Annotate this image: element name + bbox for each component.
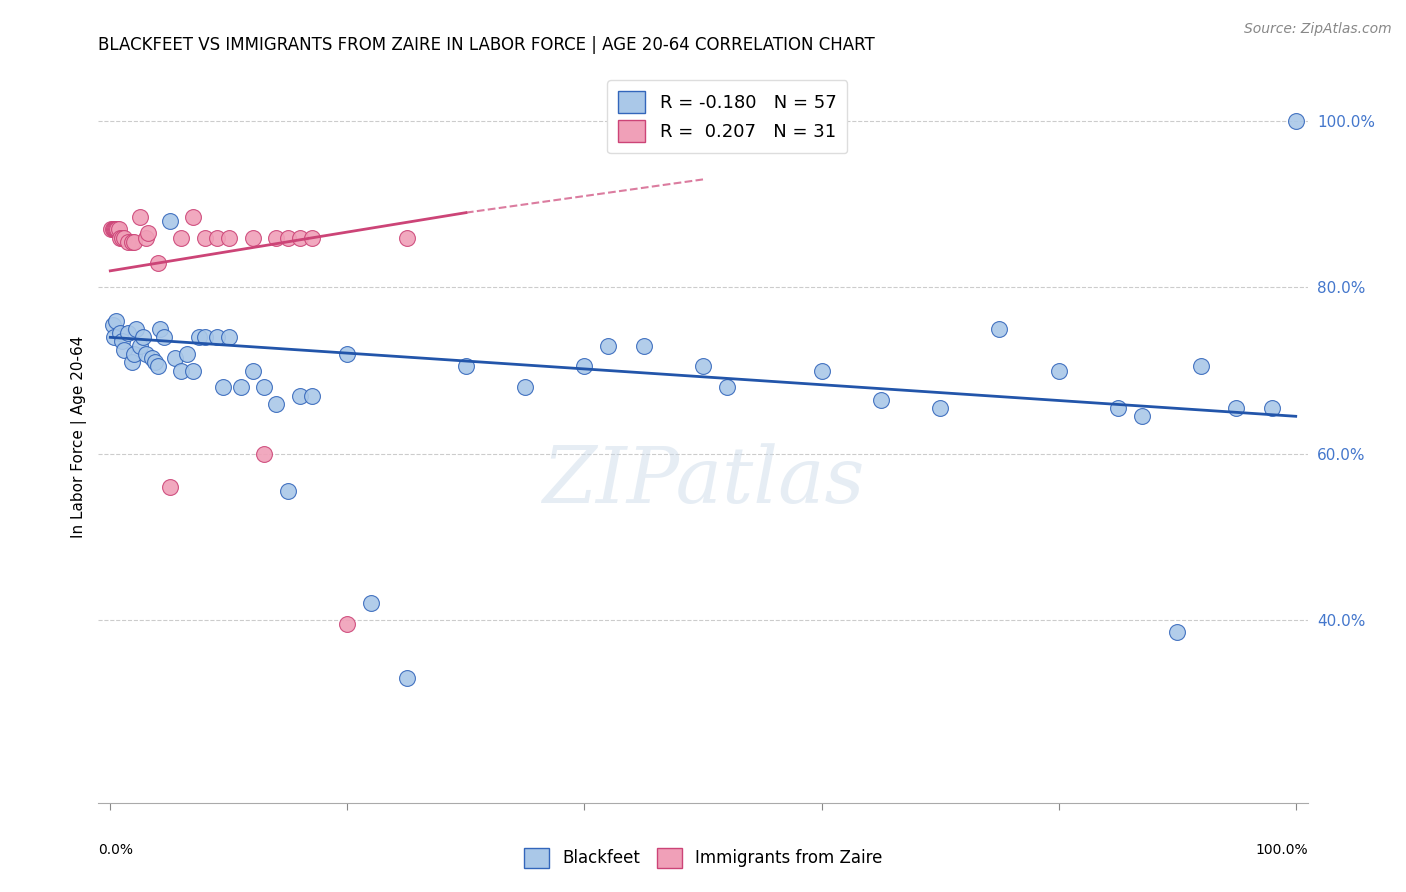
Point — [176, 347, 198, 361]
Point — [242, 230, 264, 244]
Point — [129, 210, 152, 224]
Point — [135, 347, 157, 361]
Point — [170, 230, 193, 244]
Y-axis label: In Labor Force | Age 20-64: In Labor Force | Age 20-64 — [72, 336, 87, 538]
Point — [181, 363, 204, 377]
Point — [149, 322, 172, 336]
Text: BLACKFEET VS IMMIGRANTS FROM ZAIRE IN LABOR FORCE | AGE 20-64 CORRELATION CHART: BLACKFEET VS IMMIGRANTS FROM ZAIRE IN LA… — [98, 36, 875, 54]
Point — [105, 222, 128, 236]
Point — [125, 322, 148, 336]
Point — [101, 318, 124, 332]
Point — [122, 235, 145, 249]
Point — [1189, 359, 1212, 374]
Point — [159, 214, 181, 228]
Point — [114, 230, 136, 244]
Text: Source: ZipAtlas.com: Source: ZipAtlas.com — [1244, 22, 1392, 37]
Point — [146, 359, 169, 374]
Point — [105, 314, 128, 328]
Point — [692, 359, 714, 374]
Point — [633, 339, 655, 353]
Point — [146, 255, 169, 269]
Point — [117, 326, 139, 341]
Point — [277, 230, 299, 244]
Legend: Blackfeet, Immigrants from Zaire: Blackfeet, Immigrants from Zaire — [517, 841, 889, 875]
Point — [108, 326, 131, 341]
Legend: R = -0.180   N = 57, R =  0.207   N = 31: R = -0.180 N = 57, R = 0.207 N = 31 — [607, 80, 848, 153]
Text: ZIPatlas: ZIPatlas — [541, 442, 865, 519]
Point — [103, 330, 125, 344]
Point — [136, 227, 159, 241]
Point — [141, 351, 163, 365]
Point — [205, 230, 228, 244]
Point — [111, 334, 134, 349]
Point — [188, 330, 211, 344]
Point — [101, 222, 124, 236]
Point — [212, 380, 235, 394]
Point — [515, 380, 537, 394]
Point — [264, 230, 287, 244]
Point — [165, 351, 187, 365]
Point — [108, 230, 131, 244]
Point — [360, 596, 382, 610]
Point — [988, 322, 1011, 336]
Point — [301, 388, 323, 402]
Point — [129, 339, 152, 353]
Point — [170, 363, 193, 377]
Point — [218, 330, 240, 344]
Point — [1261, 401, 1284, 415]
Point — [929, 401, 952, 415]
Point — [121, 355, 143, 369]
Point — [105, 222, 128, 236]
Point — [104, 222, 127, 236]
Point — [218, 230, 240, 244]
Point — [122, 347, 145, 361]
Point — [288, 388, 311, 402]
Point — [194, 230, 217, 244]
Text: 100.0%: 100.0% — [1256, 843, 1308, 857]
Point — [100, 222, 122, 236]
Point — [336, 347, 359, 361]
Point — [194, 330, 217, 344]
Text: 0.0%: 0.0% — [98, 843, 134, 857]
Point — [810, 363, 832, 377]
Point — [229, 380, 252, 394]
Point — [205, 330, 228, 344]
Point — [395, 671, 418, 685]
Point — [242, 363, 264, 377]
Point — [1166, 625, 1188, 640]
Point — [135, 230, 157, 244]
Point — [121, 235, 143, 249]
Point — [181, 210, 204, 224]
Point — [107, 222, 129, 236]
Point — [1047, 363, 1070, 377]
Point — [336, 617, 359, 632]
Point — [1285, 114, 1308, 128]
Point — [1225, 401, 1247, 415]
Point — [301, 230, 323, 244]
Point — [114, 343, 136, 357]
Point — [288, 230, 311, 244]
Point — [111, 230, 134, 244]
Point — [869, 392, 891, 407]
Point — [159, 480, 181, 494]
Point — [598, 339, 620, 353]
Point — [454, 359, 477, 374]
Point — [264, 397, 287, 411]
Point — [1130, 409, 1153, 424]
Point — [132, 330, 155, 344]
Point — [277, 484, 299, 499]
Point — [152, 330, 174, 344]
Point — [1107, 401, 1129, 415]
Point — [103, 222, 125, 236]
Point — [117, 235, 139, 249]
Point — [395, 230, 418, 244]
Point — [716, 380, 738, 394]
Point — [143, 355, 166, 369]
Point — [253, 447, 276, 461]
Point — [574, 359, 596, 374]
Point — [253, 380, 276, 394]
